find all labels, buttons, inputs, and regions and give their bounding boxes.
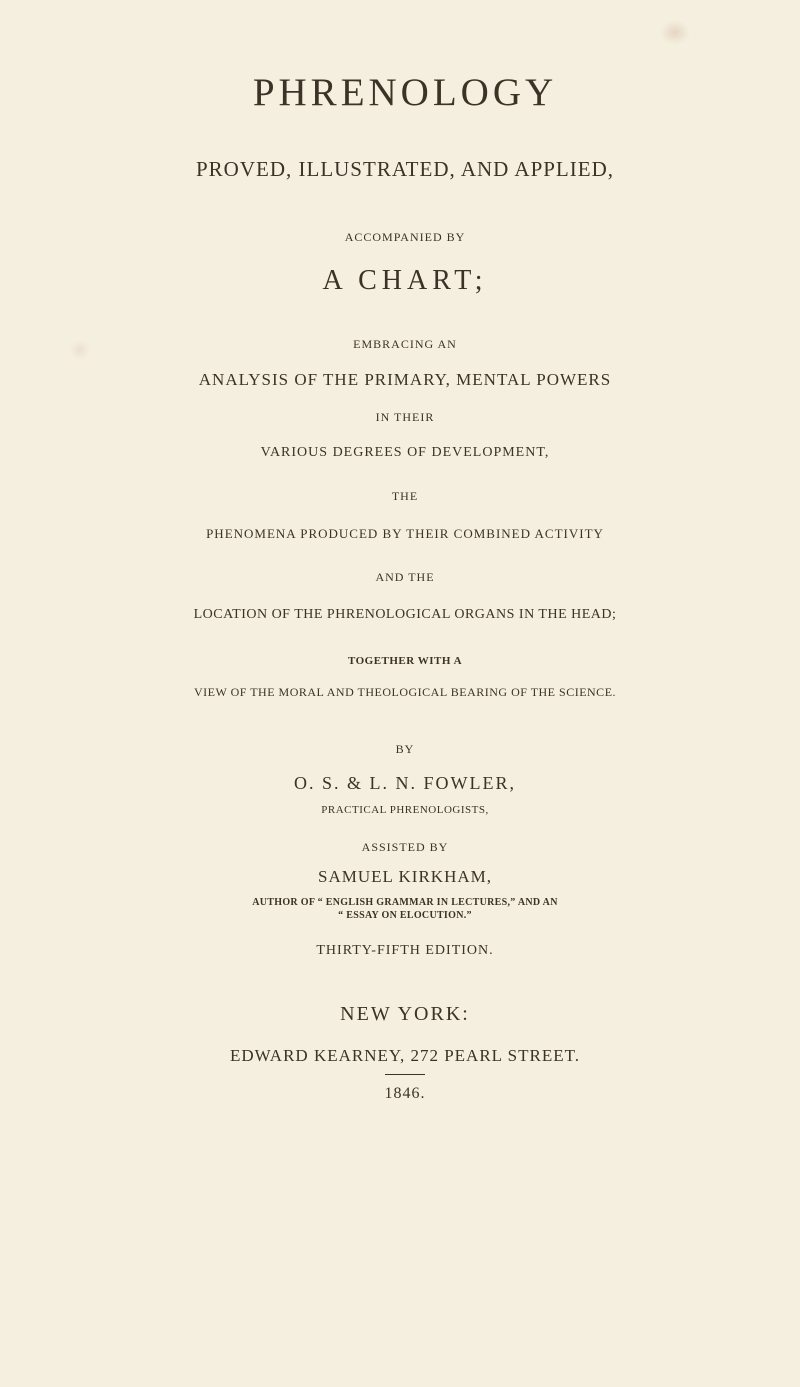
location-line: LOCATION OF THE PHRENOLOGICAL ORGANS IN … [100,607,710,623]
paper-foxing [660,20,690,45]
accompanied-by-label: ACCOMPANIED BY [100,230,710,245]
by-label: BY [100,742,710,757]
and-the-label: AND THE [100,570,710,585]
essay-line: “ ESSAY ON ELOCUTION.” [100,910,710,921]
embracing-label: EMBRACING AN [100,337,710,352]
samuel-kirkham: SAMUEL KIRKHAM, [100,867,710,887]
together-with-label: TOGETHER WITH A [100,655,710,667]
main-title: PHRENOLOGY [100,70,710,115]
chart-heading: A CHART; [100,265,710,297]
author-of-line: AUTHOR OF “ ENGLISH GRAMMAR IN LECTURES,… [100,897,710,908]
paper-foxing [70,340,90,360]
horizontal-rule [385,1074,425,1075]
title-page: PHRENOLOGY PROVED, ILLUSTRATED, AND APPL… [0,0,800,1143]
assisted-by-label: ASSISTED BY [100,840,710,855]
authors-line: O. S. & L. N. FOWLER, [100,773,710,794]
year: 1846. [100,1085,710,1103]
the-label: THE [100,489,710,504]
practical-phrenologists: PRACTICAL PHRENOLOGISTS, [100,804,710,816]
various-degrees-line: VARIOUS DEGREES OF DEVELOPMENT, [100,445,710,461]
subtitle: PROVED, ILLUSTRATED, AND APPLIED, [100,157,710,182]
analysis-line: ANALYSIS OF THE PRIMARY, MENTAL POWERS [100,370,710,390]
view-line: VIEW OF THE MORAL AND THEOLOGICAL BEARIN… [100,685,710,700]
city-line: NEW YORK: [100,1003,710,1026]
in-their-label: IN THEIR [100,410,710,425]
edition-line: THIRTY-FIFTH EDITION. [100,943,710,959]
phenomena-line: PHENOMENA PRODUCED BY THEIR COMBINED ACT… [100,526,710,542]
publisher-line: EDWARD KEARNEY, 272 PEARL STREET. [100,1046,710,1066]
